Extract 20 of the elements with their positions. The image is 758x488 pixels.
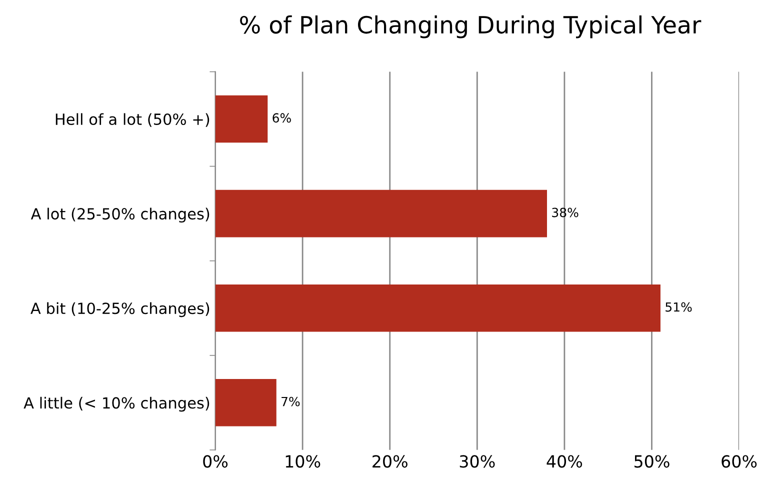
- x-tick-label: 10%: [286, 455, 320, 468]
- data-label: 6%: [272, 113, 291, 123]
- y-tick-label: A bit (10-25% changes): [30, 302, 210, 318]
- x-tick-label: 30%: [460, 455, 495, 468]
- bar: [215, 95, 268, 143]
- data-label: 7%: [282, 396, 300, 406]
- data-label: 51%: [666, 302, 692, 312]
- y-tick-label: A little (< 10% changes): [24, 396, 210, 412]
- y-tick-label: A lot (25-50% changes): [30, 208, 210, 223]
- x-tick-label: 20%: [372, 455, 408, 468]
- y-tick-label: Hell of a lot (50% +): [56, 113, 210, 127]
- x-tick-label: 40%: [546, 455, 582, 468]
- chart-title: % of Plan Changing During Typical Year: [240, 15, 702, 38]
- x-tick-label: 0%: [203, 455, 228, 468]
- bar: [215, 284, 660, 332]
- x-tick-label: 60%: [722, 455, 757, 468]
- data-label: 38%: [552, 208, 578, 218]
- bar: [215, 379, 276, 426]
- bar: [215, 190, 547, 238]
- x-tick-label: 50%: [634, 455, 670, 468]
